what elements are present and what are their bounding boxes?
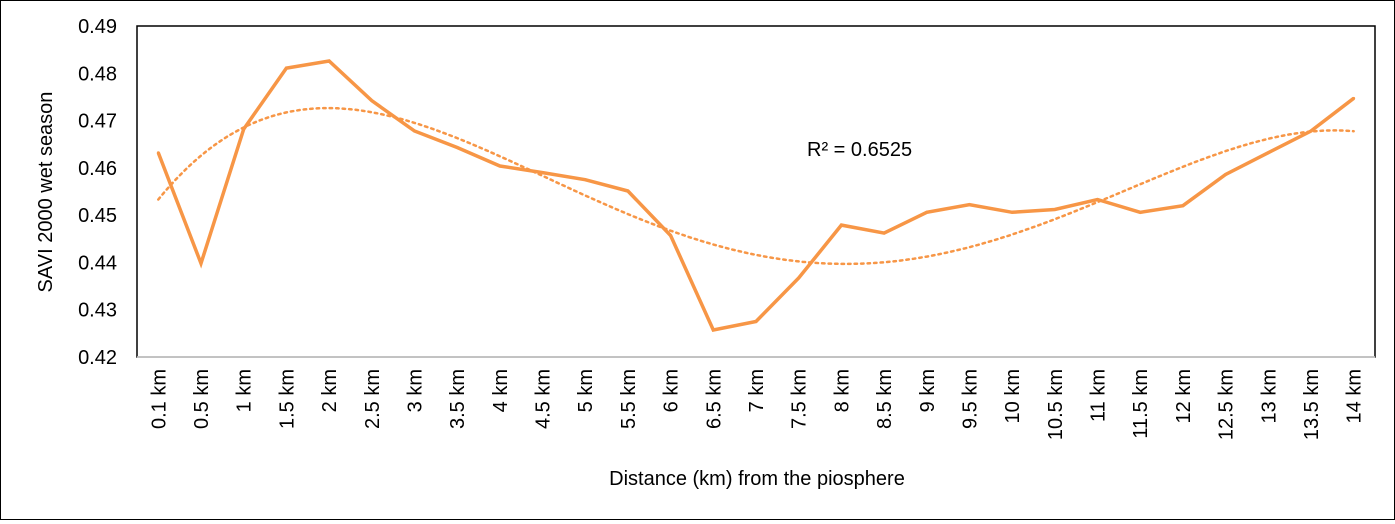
x-tick-label: 4.5 km (533, 369, 555, 429)
data-point (541, 171, 545, 175)
data-point (967, 203, 971, 207)
y-tick-label: 0.47 (78, 111, 117, 133)
data-point (242, 127, 246, 131)
x-tick-label: 9 km (917, 369, 939, 412)
data-point (1053, 207, 1057, 211)
x-tick-label: 10.5 km (1045, 369, 1067, 440)
data-point (754, 320, 758, 324)
data-point (1266, 151, 1270, 155)
x-tick-label: 13.5 km (1301, 369, 1323, 440)
x-tick-label: 3 km (404, 369, 426, 412)
x-tick-label: 5 km (575, 369, 597, 412)
y-tick-label: 0.46 (78, 158, 117, 180)
y-tick-label: 0.49 (78, 16, 117, 38)
data-point (412, 129, 416, 133)
x-tick-label: 13 km (1258, 369, 1280, 423)
x-tick-label: 10 km (1002, 369, 1024, 423)
data-point (370, 99, 374, 103)
series-line (156, 59, 1355, 332)
data-point (156, 151, 160, 155)
x-tick-label: 2.5 km (362, 369, 384, 429)
r-squared-label: R² = 0.6525 (807, 139, 912, 161)
plot-area (136, 25, 1376, 358)
data-point (199, 261, 203, 265)
data-point (1224, 172, 1228, 176)
data-point (1096, 198, 1100, 202)
y-axis-title: SAVI 2000 wet season (35, 92, 57, 293)
x-tick-label: 5.5 km (618, 369, 640, 429)
data-point (284, 66, 288, 70)
data-point (1010, 210, 1014, 214)
x-tick-label: 0.5 km (191, 369, 213, 429)
x-tick-label: 11 km (1088, 369, 1110, 422)
data-point (882, 231, 886, 235)
data-point (669, 233, 673, 237)
x-tick-label: 6 km (661, 369, 683, 412)
data-point (583, 178, 587, 182)
trendline (157, 106, 1355, 266)
data-point (925, 210, 929, 214)
data-point (1138, 210, 1142, 214)
data-point (626, 189, 630, 193)
x-tick-label: 6.5 km (703, 369, 725, 429)
data-point (711, 328, 715, 332)
x-tick-label: 0.1 km (148, 369, 170, 429)
x-tick-label: 4 km (490, 369, 512, 412)
y-tick-label: 0.48 (78, 63, 117, 85)
x-tick-label: 3.5 km (447, 369, 469, 429)
x-tick-label: 14 km (1344, 369, 1366, 423)
data-point (1309, 129, 1313, 133)
x-axis-title: Distance (km) from the piosphere (609, 468, 905, 490)
data-point (797, 276, 801, 280)
data-point (1352, 96, 1356, 100)
data-point (839, 223, 843, 227)
data-point (327, 59, 331, 63)
x-tick-label: 1.5 km (276, 369, 298, 429)
data-point (498, 164, 502, 168)
x-tick-label: 1 km (234, 369, 256, 412)
data-point (455, 146, 459, 150)
x-tick-label: 8 km (831, 369, 853, 412)
x-tick-label: 12.5 km (1216, 369, 1238, 440)
data-point (1181, 204, 1185, 208)
x-tick-label: 7 km (746, 369, 768, 412)
x-tick-label: 11.5 km (1130, 369, 1152, 439)
x-tick-label: 9.5 km (959, 369, 981, 429)
y-tick-label: 0.42 (78, 347, 117, 369)
x-tick-label: 12 km (1173, 369, 1195, 423)
x-tick-label: 8.5 km (874, 369, 896, 429)
x-tick-label: 2 km (319, 369, 341, 412)
y-tick-label: 0.45 (78, 205, 117, 227)
x-tick-label: 7.5 km (789, 369, 811, 429)
y-tick-label: 0.43 (78, 300, 117, 322)
y-tick-label: 0.44 (78, 252, 117, 274)
